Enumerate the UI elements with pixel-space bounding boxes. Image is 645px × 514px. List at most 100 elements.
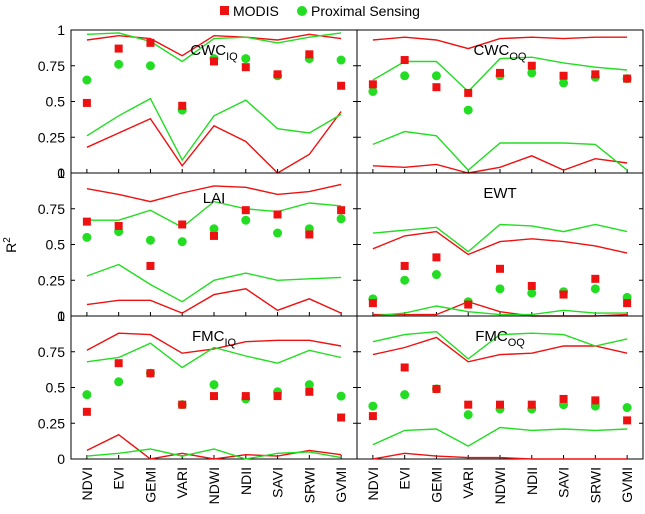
panel-lai: 0 0.25 0.5 0.75 1 LAI [38,165,358,324]
proximal-upper-line [372,330,628,360]
legend-marker-proximal [297,6,307,16]
proximal-point [209,380,219,390]
modis-point [178,220,187,229]
proximal-point [463,410,473,420]
y-tick-label: 0 [57,451,65,467]
modis-point [527,400,536,409]
y-axis-label-base: R [3,243,19,253]
proximal-point [177,237,187,247]
modis-point [114,221,123,230]
x-tick-label: VARI [174,467,190,499]
modis-upper-line [372,230,628,256]
y-tick-label: 0.75 [38,58,65,74]
proximal-point [590,284,600,294]
proximal-upper-line [86,200,342,229]
y-axis-label: R2 [2,237,19,253]
x-tick-label: NDII [524,467,540,495]
modis-point [400,56,409,65]
x-tick-label: SAVI [270,467,286,498]
modis-point [114,44,123,53]
modis-point [241,392,250,401]
proximal-point [145,61,155,71]
panel-cwc-oq: CWCOQ [356,29,644,174]
proximal-point [622,403,632,413]
modis-point [146,38,155,47]
proximal-point [82,232,92,242]
legend-label-modis: MODIS [233,3,279,19]
y-axis-label-superscript: 2 [2,237,13,243]
modis-point [82,98,91,107]
modis-point [178,400,187,409]
modis-point [432,253,441,262]
proximal-lower-line [86,263,342,303]
y-tick-label: 0.5 [46,237,66,253]
modis-upper-line [372,336,628,363]
proximal-point [145,235,155,245]
proximal-point [82,390,92,400]
panel-title-subscript: OQ [509,51,527,63]
x-tick-label: EVI [397,467,413,490]
proximal-point [431,71,441,81]
modis-point [368,80,377,89]
proximal-point [368,86,378,96]
modis-point [210,231,218,240]
modis-point [305,230,314,239]
panel-title-base: FMC [475,328,508,345]
y-tick-label: 1 [57,165,65,181]
proximal-upper-line [86,342,342,369]
proximal-point [400,390,410,400]
modis-point [82,217,91,226]
x-tick-label: NDWI [206,467,222,504]
panel-title: FMCIQ [192,328,237,349]
y-tick-label: 0.5 [46,94,66,110]
proximal-lower-line [86,97,342,162]
proximal-point [368,401,378,411]
modis-point [591,70,600,79]
panel-title-base: EWT [483,185,516,202]
proximal-point [304,380,314,390]
proximal-point [209,224,219,234]
proximal-lower-line [372,426,628,447]
modis-point [337,206,346,215]
modis-point [146,369,155,378]
modis-lower-line [86,288,342,314]
x-tick-label: NDVI [79,467,95,500]
modis-point [273,70,282,79]
x-tick-label: SRWI [301,467,317,503]
y-tick-label: 0.25 [38,129,65,145]
x-tick-label: GEMI [142,467,158,503]
proximal-point [463,105,473,115]
modis-point [210,392,218,401]
modis-point [527,61,536,70]
proximal-point [336,391,346,401]
y-tick-label: 0.5 [46,380,66,396]
y-tick-label: 0.75 [38,344,65,360]
modis-point [368,412,377,421]
modis-upper-line [86,33,342,57]
panel-title-subscript: OQ [508,337,526,349]
panel-ewt: EWT [356,172,644,317]
panel-title-base: CWC [190,42,226,59]
proximal-point [114,59,124,69]
modis-point [623,74,632,83]
panel-title-subscript: IQ [226,51,238,63]
y-tick-label: 1 [57,22,65,38]
x-tick-label: NDVI [365,467,381,500]
modis-point [591,274,600,283]
proximal-point [241,215,251,225]
proximal-upper-line [372,56,628,93]
proximal-point [336,55,346,65]
modis-lower-line [372,452,628,460]
modis-point [305,50,314,59]
modis-upper-line [86,183,342,203]
x-tick-label: NDII [238,467,254,495]
modis-upper-line [86,332,342,354]
modis-point [305,387,314,396]
modis-point [273,210,282,219]
modis-lower-line [372,155,628,174]
proximal-point [527,288,537,298]
proximal-point [400,275,410,285]
x-tick-label: GVMI [619,467,635,503]
panel-title: CWCIQ [190,42,238,63]
